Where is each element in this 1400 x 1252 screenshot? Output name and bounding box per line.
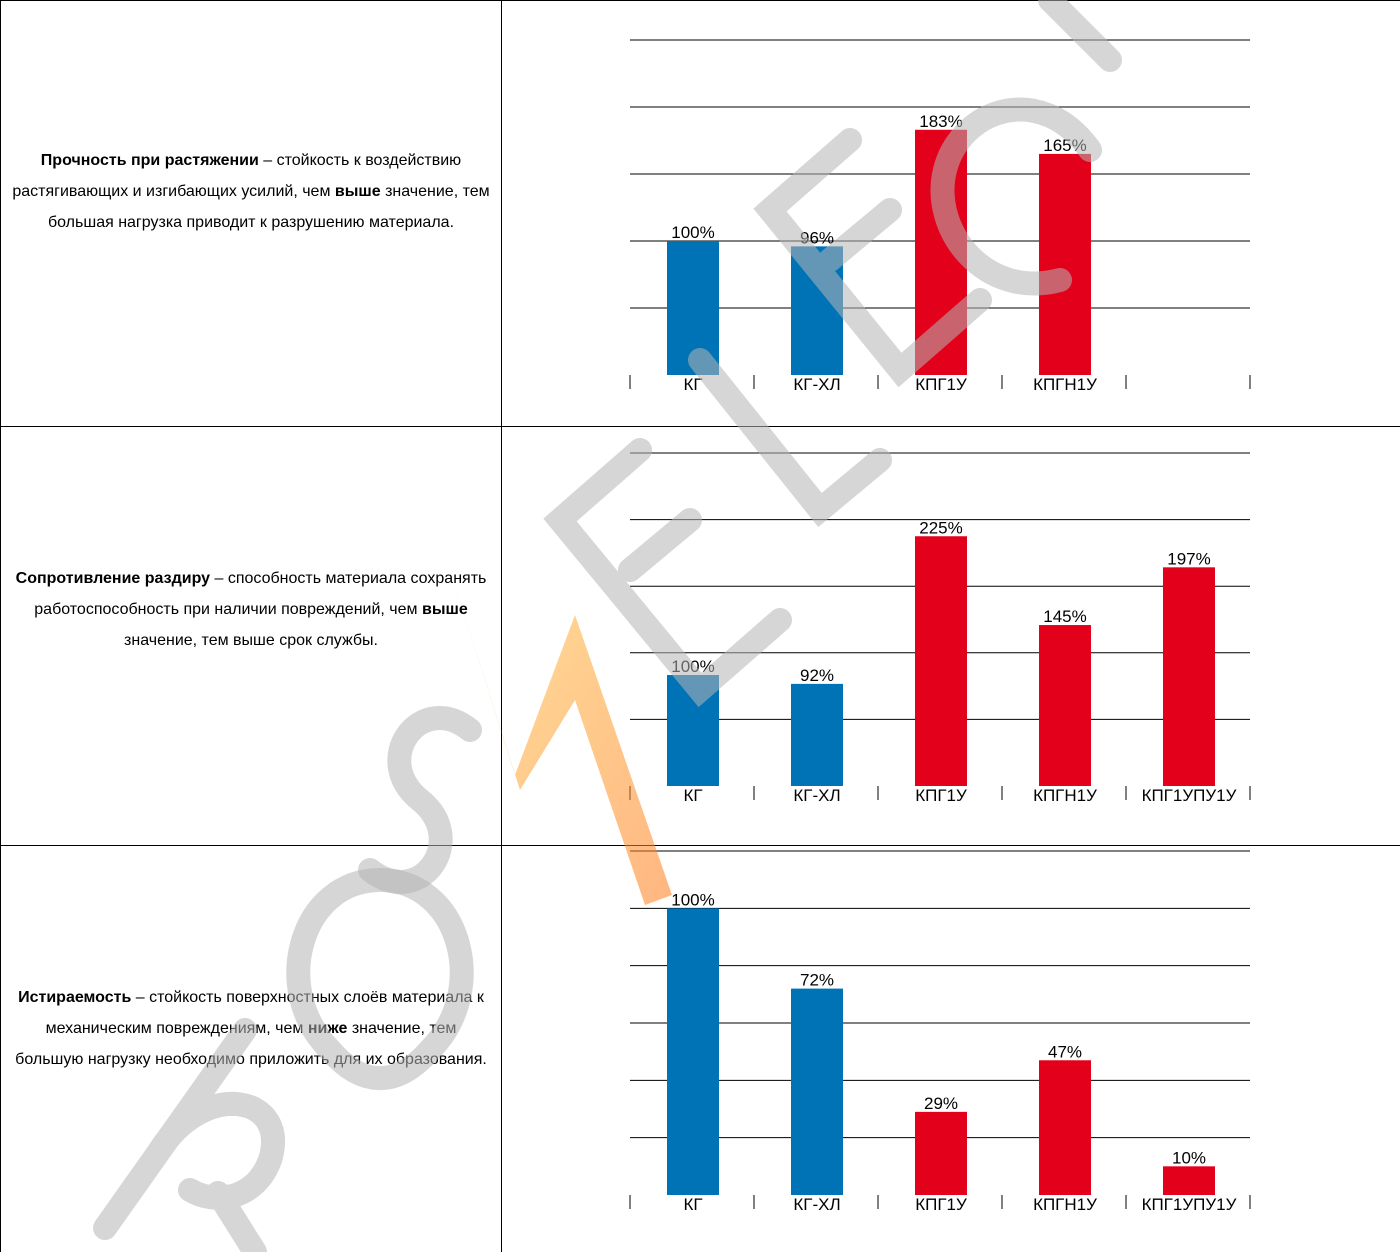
term-label: Истираемость: [18, 989, 132, 1006]
bar: [1163, 567, 1215, 786]
category-label: КПГ1УПУ1У: [1142, 786, 1237, 805]
description-text: значение, тем выше срок службы.: [124, 632, 378, 649]
description-text: – способность материала сохранять работо…: [34, 570, 487, 618]
data-label: 29%: [924, 1094, 958, 1113]
row-description: Прочность при растяжении – стойкость к в…: [10, 145, 492, 238]
bar: [915, 1111, 967, 1195]
description-text: значение, тем большая нагрузка приводит …: [47, 183, 490, 231]
bar: [791, 988, 843, 1195]
bar: [667, 241, 719, 375]
category-label: КГ: [683, 375, 702, 394]
category-label: КГ: [683, 786, 702, 805]
category-label: КПГН1У: [1033, 1195, 1097, 1214]
data-label: 92%: [800, 666, 834, 685]
data-label: 100%: [671, 657, 714, 676]
bar: [667, 675, 719, 786]
emphasis-text: выше: [421, 601, 468, 618]
tear-resistance-chart: 100% КГ 92% КГ-ХЛ 225% КПГ1У 145% КПГН1У 197% КПГ…: [629, 452, 1251, 805]
bar: [1039, 1060, 1091, 1195]
data-label: 72%: [800, 971, 834, 990]
row-description: Истираемость – стойкость поверхностных с…: [10, 982, 492, 1075]
category-label: КПГН1У: [1033, 375, 1097, 394]
data-label: 47%: [1048, 1042, 1082, 1061]
bar: [1039, 625, 1091, 786]
category-label: КГ-ХЛ: [793, 375, 840, 394]
bar: [915, 129, 967, 375]
bar: [1039, 153, 1091, 375]
description-text: – стойкость к воздействию растягивающих …: [12, 152, 462, 200]
table-row-tensile-strength: Прочность при растяжении – стойкость к в…: [0, 0, 1400, 426]
bar: [791, 683, 843, 786]
category-label: КПГ1У: [915, 786, 967, 805]
data-label: 165%: [1043, 136, 1086, 155]
emphasis-text: выше: [334, 183, 381, 200]
category-label: КПГН1У: [1033, 786, 1097, 805]
table-border-top: [0, 0, 1400, 1]
data-label: 225%: [919, 518, 962, 537]
abrasion-chart: 100% КГ 72% КГ-ХЛ 29% КПГ1У 47% КПГН1У 10% КПГ1УП…: [629, 850, 1251, 1214]
data-label: 100%: [671, 223, 714, 242]
term-label: Сопротивление раздиру: [15, 570, 211, 587]
table-row-tear-resistance: Сопротивление раздиру – способность мате…: [0, 426, 1400, 845]
category-label: КПГ1УПУ1У: [1142, 1195, 1237, 1214]
term-label: Прочность при растяжении: [40, 152, 259, 169]
emphasis-text: ниже: [307, 1020, 348, 1037]
data-label: 96%: [800, 228, 834, 247]
table-row-abrasion: Истираемость – стойкость поверхностных с…: [0, 845, 1400, 1252]
row-description: Сопротивление раздиру – способность мате…: [10, 563, 492, 656]
data-label: 10%: [1172, 1148, 1206, 1167]
bar: [1163, 1166, 1215, 1195]
data-label: 145%: [1043, 607, 1086, 626]
category-label: КГ-ХЛ: [793, 786, 840, 805]
category-label: КГ: [683, 1195, 702, 1214]
data-label: 183%: [919, 112, 962, 131]
category-label: КПГ1У: [915, 375, 967, 394]
bar: [791, 246, 843, 375]
tensile-strength-chart: 100% КГ 96% КГ-ХЛ 183% КПГ1У 165% КПГН1У: [629, 39, 1251, 394]
bar: [915, 536, 967, 786]
data-label: 197%: [1167, 549, 1210, 568]
table-row-divider: [0, 845, 1400, 846]
table-left-border: [0, 0, 1, 1252]
category-label: КГ-ХЛ: [793, 1195, 840, 1214]
bar: [667, 908, 719, 1195]
data-label: 100%: [671, 890, 714, 909]
category-label: КПГ1У: [915, 1195, 967, 1214]
